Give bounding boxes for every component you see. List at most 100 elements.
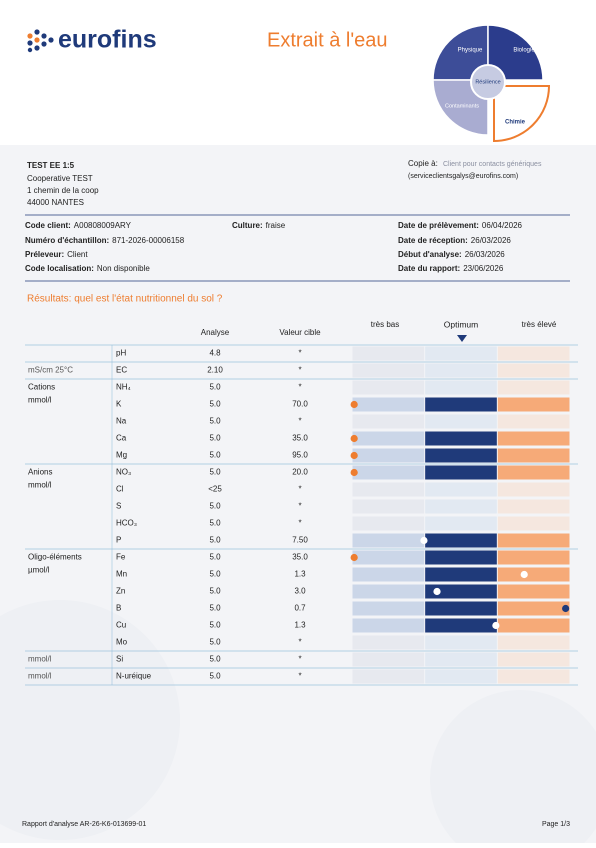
puzzle-label: Physique <box>458 48 483 54</box>
parameter: HCO₃ <box>116 519 137 528</box>
watermark <box>0 600 180 840</box>
gauge-marker <box>433 587 441 596</box>
gauge-zone <box>352 516 425 531</box>
gauge-zone <box>352 499 425 514</box>
gauge-zone <box>425 346 497 361</box>
analysis-value: 2.10 <box>207 366 223 375</box>
gauge-zone <box>352 550 425 565</box>
doc-title: Extrait à l'eau <box>267 29 388 51</box>
info-value: 23/06/2026 <box>463 264 504 273</box>
gauge-zone <box>497 482 570 497</box>
target-value: 7.50 <box>292 536 308 545</box>
parameter: Ca <box>116 434 127 443</box>
gauge-zone <box>425 516 497 531</box>
analysis-value: 5.0 <box>209 587 221 596</box>
watermark <box>430 690 596 848</box>
analysis-value: 5.0 <box>209 638 221 647</box>
gauge-zone <box>352 431 425 446</box>
puzzle-label: Biologie <box>513 48 535 54</box>
gauge-zone <box>425 533 497 548</box>
gauge-marker <box>350 553 358 562</box>
unit-label: mmol/l <box>28 672 52 681</box>
analysis-value: 5.0 <box>209 672 221 681</box>
copy-email: (serviceclientsgalys@eurofins.com) <box>408 173 518 180</box>
gauge-marker <box>350 451 358 460</box>
target-value: 1.3 <box>294 621 306 630</box>
gauge-zone <box>497 635 570 650</box>
parameter: NO₃ <box>116 468 131 477</box>
parameter: pH <box>116 349 126 358</box>
parameter: Cu <box>116 621 126 630</box>
gauge-zone <box>425 635 497 650</box>
gauge-zone <box>352 652 425 667</box>
analysis-value: 5.0 <box>209 604 221 613</box>
puzzle-label: Chimie <box>505 120 526 126</box>
analysis-value: 5.0 <box>209 655 221 664</box>
gauge-zone <box>425 431 497 446</box>
gauge-zone <box>352 363 425 378</box>
info-value: 871-2026-00006158 <box>112 236 185 245</box>
puzzle-label: Contaminants <box>445 103 479 109</box>
parameter: S <box>116 502 121 511</box>
parameter: Mg <box>116 451 127 460</box>
info-label: Début d'analyse: <box>398 250 462 259</box>
gauge-zone <box>352 567 425 582</box>
column-header: très élevé <box>522 320 557 329</box>
target-value: * <box>298 638 301 647</box>
analysis-value: 4.8 <box>209 349 221 358</box>
gauge-zone <box>425 567 497 582</box>
copy-recipient: Client pour contacts génériques <box>443 161 542 168</box>
analysis-value: 5.0 <box>209 536 221 545</box>
parameter: NH₄ <box>116 383 131 392</box>
analysis-value: 5.0 <box>209 621 221 630</box>
gauge-zone <box>352 380 425 395</box>
gauge-zone <box>497 431 570 446</box>
gauge-marker <box>492 621 500 630</box>
target-value: * <box>298 417 301 426</box>
gauge-zone <box>352 618 425 633</box>
analysis-value: 5.0 <box>209 383 221 392</box>
target-value: * <box>298 349 301 358</box>
info-label: Culture: <box>232 221 263 230</box>
column-header: Optimum <box>444 319 478 329</box>
gauge-zone <box>497 567 570 582</box>
client-name: TEST EE 1:5 <box>27 161 75 170</box>
gauge-zone <box>497 652 570 667</box>
info-label: Numéro d'échantillon: <box>25 236 109 245</box>
column-header: très bas <box>371 320 399 329</box>
gauge-zone <box>497 516 570 531</box>
info-value: fraise <box>266 221 286 230</box>
puzzle <box>432 24 551 143</box>
info-label: Code client: <box>25 221 71 230</box>
gauge-marker <box>350 400 358 409</box>
gauge-marker <box>350 434 358 443</box>
info-label: Date du rapport: <box>398 264 460 273</box>
client-line: 44000 NANTES <box>27 198 84 207</box>
unit-label: mmol/l <box>28 655 52 664</box>
analysis-value: 5.0 <box>209 451 221 460</box>
gauge-zone <box>497 363 570 378</box>
footer-page: Page 1/3 <box>542 821 570 828</box>
gauge-zone <box>497 465 570 480</box>
copy-label: Copie à: <box>408 159 438 168</box>
gauge-zone <box>425 448 497 463</box>
info-label: Préleveur: <box>25 250 64 259</box>
gauge-zone <box>425 380 497 395</box>
info-value: 06/04/2026 <box>482 221 523 230</box>
info-block: Code client: A00808009ARY Culture: fraise Da… <box>25 221 523 273</box>
logo-mark <box>27 29 54 53</box>
analysis-value: 5.0 <box>209 502 221 511</box>
gauge-zone <box>497 584 570 599</box>
gauge-zone <box>497 380 570 395</box>
gauge-zone <box>352 533 425 548</box>
gauge-zone <box>425 601 497 616</box>
unit-label: µmol/l <box>28 566 50 575</box>
gauge-zone <box>497 499 570 514</box>
gauge-zone <box>352 397 425 412</box>
info-label: Date de prélèvement: <box>398 221 479 230</box>
gauge-marker <box>520 570 528 579</box>
gauge-zone <box>497 397 570 412</box>
target-value: * <box>298 655 301 664</box>
info-value: Client <box>67 250 88 259</box>
